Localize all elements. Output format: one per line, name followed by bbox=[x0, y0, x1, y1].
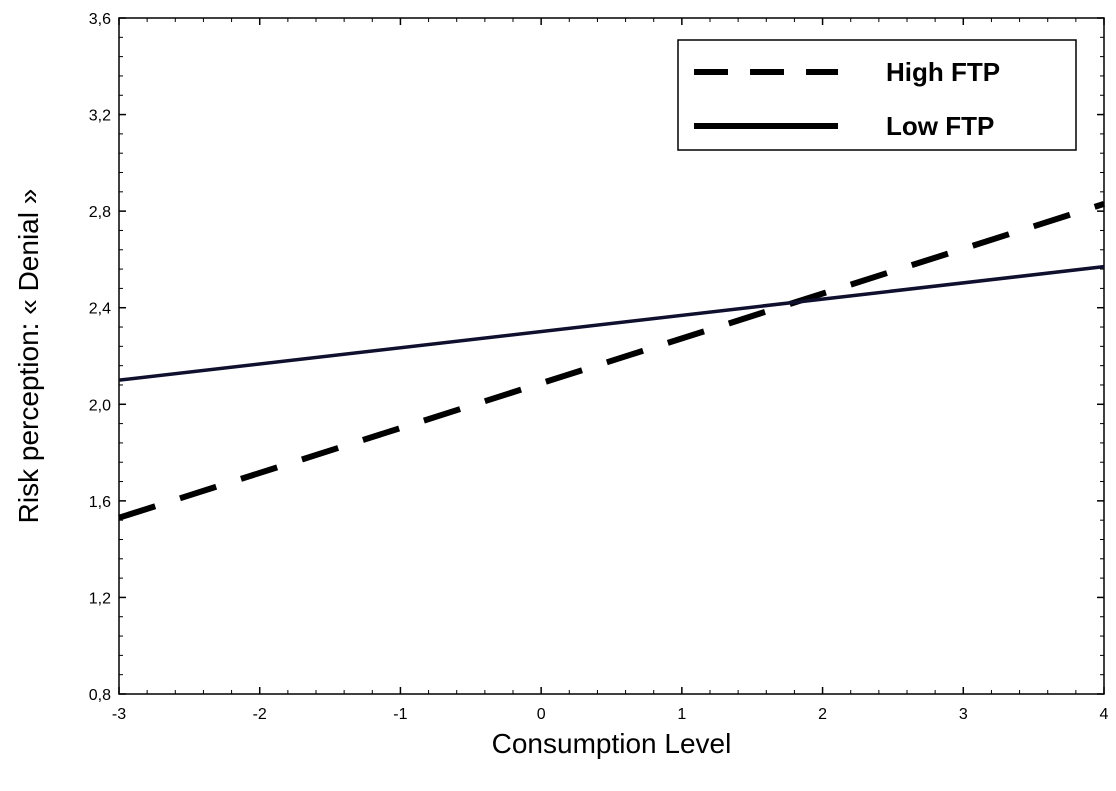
x-tick-label: -1 bbox=[393, 706, 407, 723]
y-tick-label: 1,2 bbox=[89, 590, 111, 607]
plot-area bbox=[118, 17, 1105, 695]
x-axis-title: Consumption Level bbox=[492, 728, 732, 759]
y-tick-label: 2,4 bbox=[89, 301, 111, 318]
x-tick-label: -3 bbox=[112, 706, 126, 723]
legend: High FTP Low FTP bbox=[677, 39, 1077, 151]
legend-box bbox=[677, 39, 1077, 151]
x-tick-label: 4 bbox=[1100, 706, 1109, 723]
y-tick-label: 0,8 bbox=[89, 687, 111, 704]
y-tick-label: 2,8 bbox=[89, 204, 111, 221]
y-tick-label: 3,2 bbox=[89, 108, 111, 125]
minor-ticks bbox=[119, 18, 1104, 694]
major-ticks bbox=[118, 17, 1105, 695]
series-lines bbox=[118, 201, 1105, 521]
x-tick-labels: -3 -2 -1 0 1 2 3 4 bbox=[112, 706, 1109, 723]
series-line-high-ftp bbox=[118, 201, 1105, 521]
y-tick-label: 3,6 bbox=[89, 11, 111, 28]
y-tick-labels: 0,8 1,2 1,6 2,0 2,4 2,8 3,2 3,6 bbox=[89, 11, 111, 704]
x-tick-label: 1 bbox=[677, 706, 686, 723]
series-line-low-ftp bbox=[118, 264, 1105, 382]
y-tick-label: 1,6 bbox=[89, 494, 111, 511]
y-axis-title: Risk perception: « Denial » bbox=[13, 189, 44, 524]
x-tick-label: 2 bbox=[818, 706, 827, 723]
x-tick-label: -2 bbox=[253, 706, 267, 723]
x-tick-label: 0 bbox=[537, 706, 546, 723]
legend-label-low-ftp: Low FTP bbox=[886, 111, 994, 141]
x-tick-label: 3 bbox=[959, 706, 968, 723]
legend-label-high-ftp: High FTP bbox=[886, 57, 1000, 87]
y-tick-label: 2,0 bbox=[89, 397, 111, 414]
